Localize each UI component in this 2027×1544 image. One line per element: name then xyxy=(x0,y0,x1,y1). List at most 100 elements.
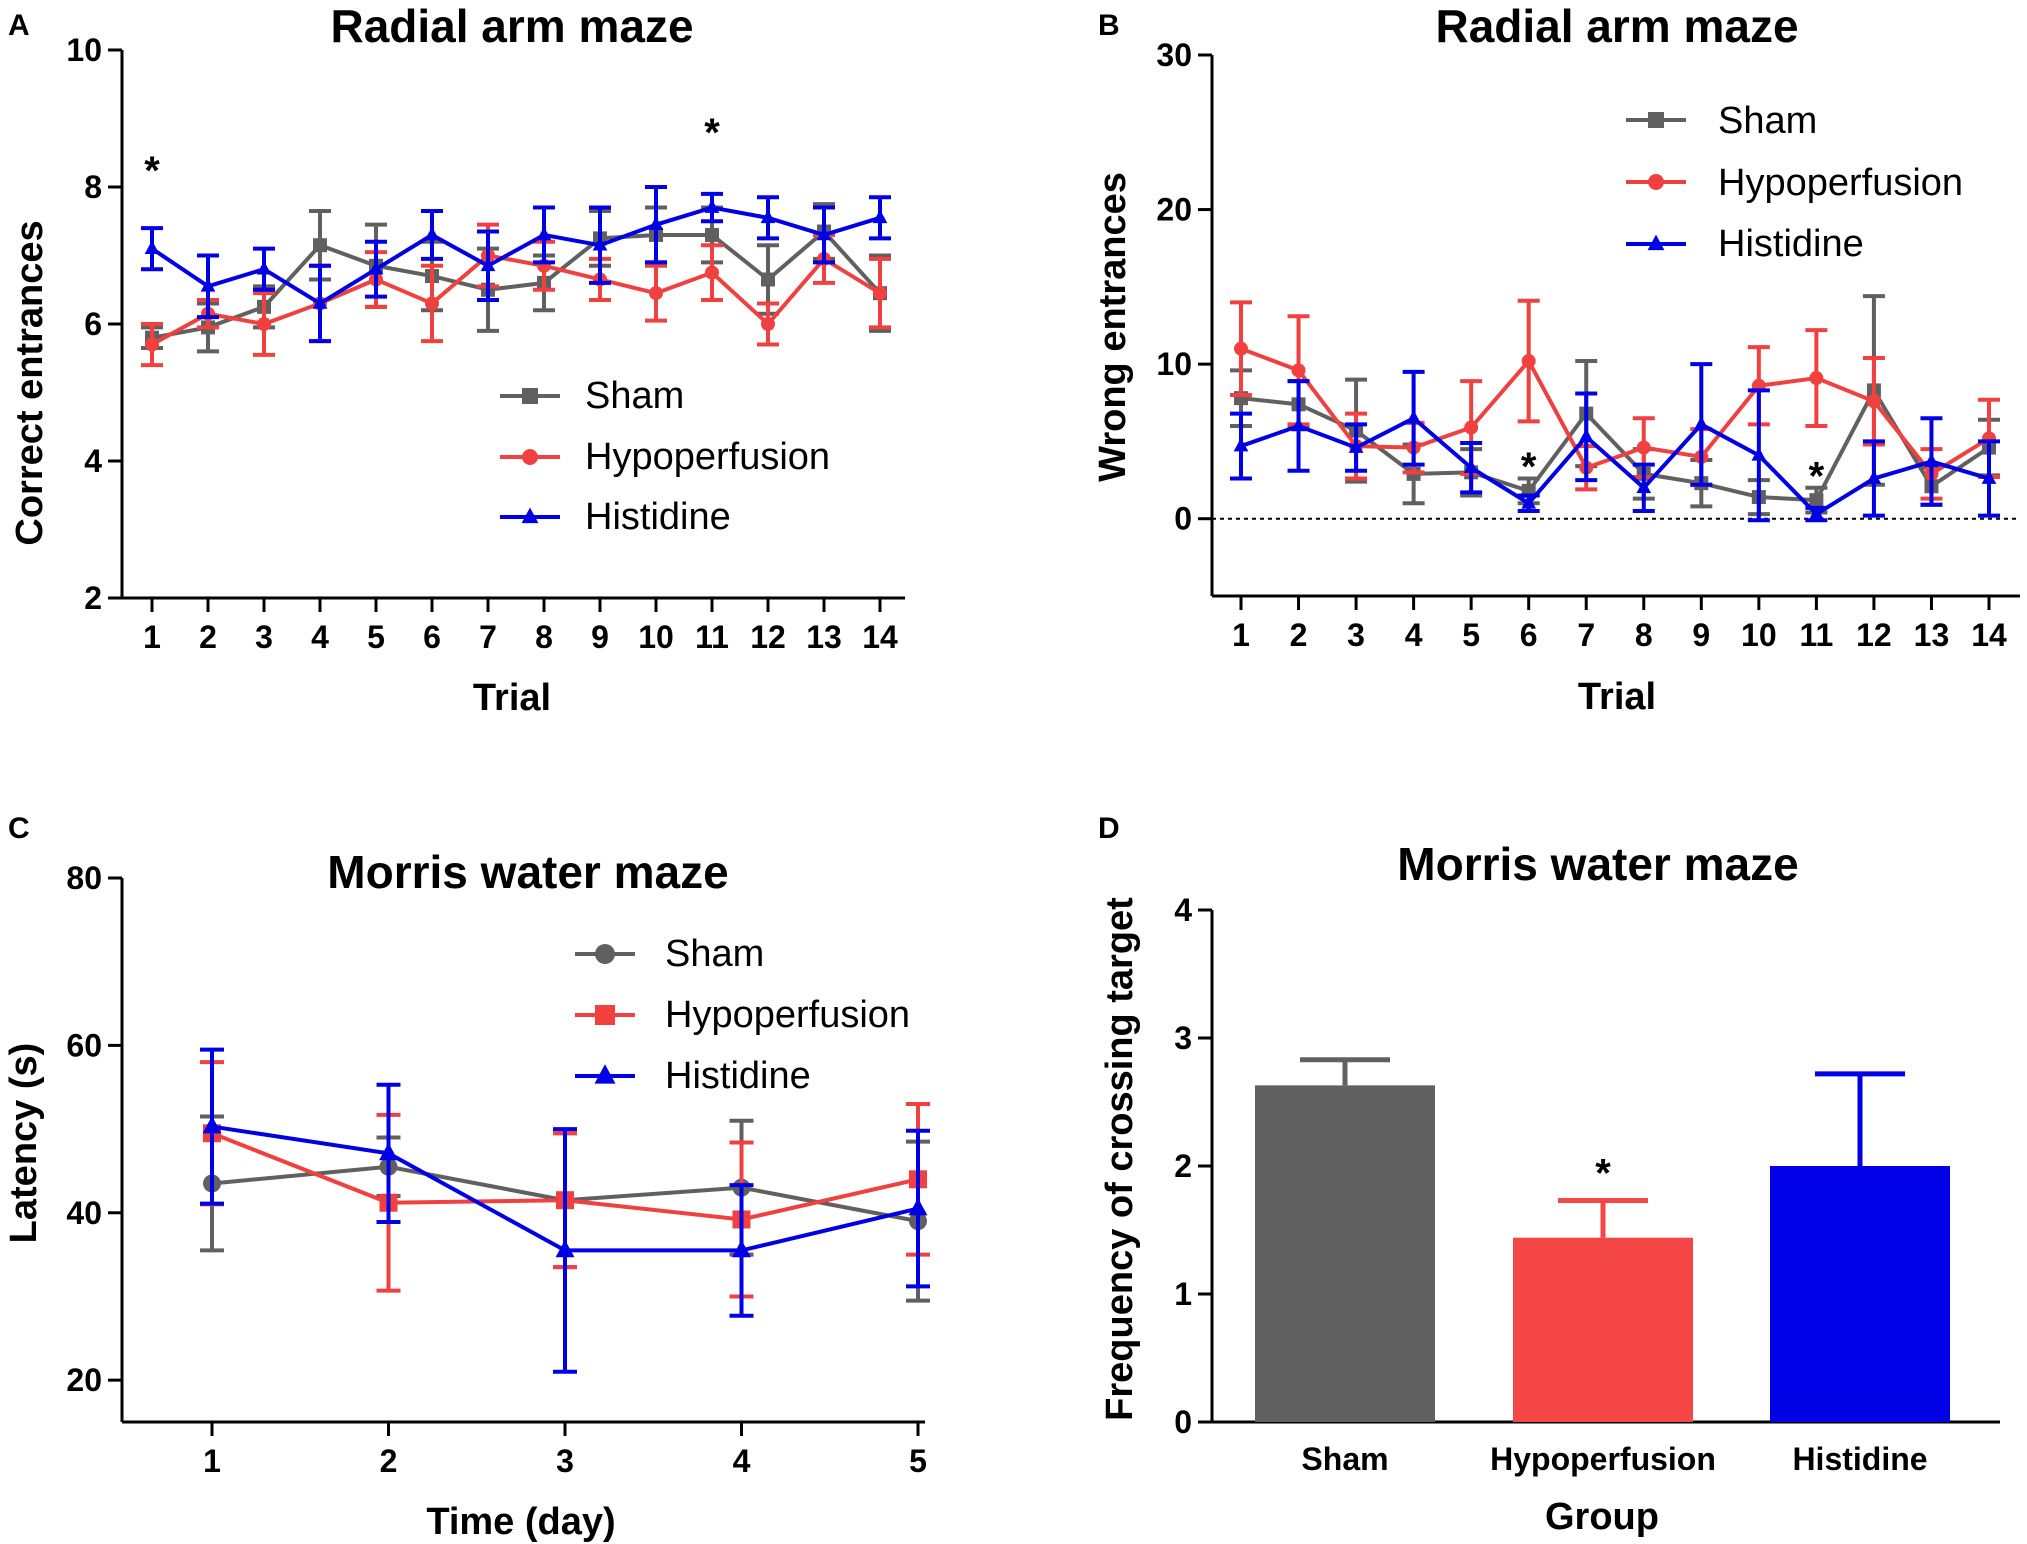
panel-c-letter: C xyxy=(8,812,30,845)
panel-d-ylabel: Frequency of crossing target xyxy=(1099,897,1141,1421)
panel-b-histidine-point xyxy=(1578,428,1594,443)
panel-b-x-tick-label: 9 xyxy=(1692,617,1710,653)
panel-b-histidine-point xyxy=(1693,416,1709,430)
panel-a-x-tick-label: 14 xyxy=(862,619,898,655)
panel-b-y-tick-label: 10 xyxy=(1156,346,1192,382)
panel-b-significance-star: * xyxy=(1809,454,1825,498)
panel-b-hypoperfusion-point xyxy=(1464,420,1479,435)
panel-a-hypoperfusion-point xyxy=(145,337,159,352)
panel-a-x-tick-label: 3 xyxy=(255,619,273,655)
panel-c-ylabel: Latency (s) xyxy=(3,1043,45,1244)
panel-a-x-tick-label: 1 xyxy=(143,619,161,655)
panel-d-bar-hypoperfusion xyxy=(1513,1237,1693,1422)
panel-a-histidine-point xyxy=(816,226,832,241)
panel-a-sham-line xyxy=(151,228,882,340)
panel-b-legend-hypoperfusion: Hypoperfusion xyxy=(1718,162,1963,204)
panel-c-legend-sham: Sham xyxy=(665,933,764,975)
panel-d-x-tick-label-hypoperfusion: Hypoperfusion xyxy=(1490,1441,1716,1477)
panel-b-histidine-point xyxy=(1233,437,1249,452)
panel-b-legend-marker-hypoperfusion xyxy=(1648,174,1664,190)
panel-c-title: Morris water maze xyxy=(327,846,728,898)
panel-a-histidine-point xyxy=(872,209,888,224)
panel-a-hypoperfusion-line xyxy=(151,253,882,347)
panel-b-histidine-point xyxy=(1291,417,1306,432)
panel-a-hypoperfusion-point xyxy=(649,286,663,301)
panel-d-title: Morris water maze xyxy=(1397,838,1798,890)
panel-c-histidine-point xyxy=(202,1115,222,1134)
panel-c-histidine-point xyxy=(732,1239,751,1258)
panel-b-legend-marker-histidine xyxy=(1647,234,1665,251)
panel-b-legend: Sham Hypoperfusion Histidine xyxy=(1626,100,1963,265)
panel-b-histidine-point xyxy=(1751,447,1767,461)
panel-b-legend-histidine: Histidine xyxy=(1718,223,1864,265)
panel-a-x-tick-label: 5 xyxy=(367,619,385,655)
panel-a-legend-marker-hypoperfusion xyxy=(522,449,538,465)
panel-b-x-tick-label: 4 xyxy=(1405,617,1423,653)
panel-a-x-tick-label: 4 xyxy=(311,619,329,655)
panel-b-hypoperfusion-point xyxy=(1291,363,1306,378)
panel-a-plot: ** xyxy=(141,111,891,368)
panel-b-ylabel: Wrong entrances xyxy=(1092,172,1134,482)
panel-a-hypoperfusion-point xyxy=(761,317,775,331)
panel-a-hypoperfusion-point xyxy=(257,317,271,331)
panel-a-y-tick-label: 2 xyxy=(84,580,102,616)
panel-b-histidine-point xyxy=(1406,409,1421,424)
panel-d-y-tick-label: 3 xyxy=(1174,1020,1192,1056)
panel-b-series-sham xyxy=(1230,294,2000,517)
panel-a-x-tick-label: 11 xyxy=(695,619,729,655)
panel-c-x-tick-label: 1 xyxy=(203,1443,221,1479)
panel-b-legend-marker-sham xyxy=(1648,112,1664,128)
panel-c-histidine-point xyxy=(379,1142,398,1161)
panel-b-x-tick-label: 10 xyxy=(1741,617,1777,653)
panel-a-legend-marker-sham xyxy=(522,388,538,404)
panel-b-hypoperfusion-point xyxy=(1866,394,1881,409)
panel-c-histidine-point xyxy=(555,1239,575,1258)
panel-a: A Radial arm maze Trial Correct entrance… xyxy=(8,0,905,719)
panel-b-x-tick-label: 11 xyxy=(1799,617,1833,653)
panel-a-legend-marker-histidine xyxy=(521,507,539,524)
panel-a-y-tick-label: 8 xyxy=(84,169,102,205)
panel-b-legend-sham: Sham xyxy=(1718,100,1817,142)
panel-b-x-tick-label: 3 xyxy=(1347,617,1365,653)
panel-b-x-tick-label: 8 xyxy=(1635,617,1653,653)
panel-a-histidine-point xyxy=(424,226,440,241)
panel-a-legend: Sham Hypoperfusion Histidine xyxy=(500,375,830,538)
panel-b-y-tick-label: 30 xyxy=(1156,37,1192,73)
panel-c-x-tick-label: 2 xyxy=(380,1443,398,1479)
panel-b-series-histidine xyxy=(1230,362,2000,523)
panel-b-title: Radial arm maze xyxy=(1435,0,1798,52)
panel-c-x-tick-label: 3 xyxy=(556,1443,574,1479)
panel-a-x-tick-label: 13 xyxy=(806,619,842,655)
panel-b-histidine-point xyxy=(1924,453,1939,467)
panel-a-sham-point xyxy=(761,272,775,287)
panel-d-bar-histidine xyxy=(1770,1166,1950,1422)
panel-b-xlabel: Trial xyxy=(1578,676,1656,718)
panel-b-letter: B xyxy=(1098,9,1120,42)
panel-a-letter: A xyxy=(8,9,30,42)
panel-b-hypoperfusion-point xyxy=(1809,371,1824,386)
panel-a-histidine-point xyxy=(760,209,776,224)
panel-a-histidine-point xyxy=(200,278,216,292)
panel-c-axes: 20 40 60 80 1 2 3 4 5 xyxy=(66,860,926,1479)
panel-b-x-tick-label: 12 xyxy=(1856,617,1892,653)
panel-a-legend-hypoperfusion: Hypoperfusion xyxy=(585,436,830,478)
panel-a-ylabel: Correct entrances xyxy=(9,220,51,545)
panel-b-histidine-point xyxy=(1981,470,1997,484)
panel-c-series-histidine xyxy=(200,1047,930,1374)
panel-b-x-tick-label: 13 xyxy=(1914,617,1950,653)
panel-d-plot: * xyxy=(1255,1057,1950,1422)
panel-b-histidine-line xyxy=(1240,415,1990,517)
panel-a-y-tick-label: 6 xyxy=(84,306,102,342)
panel-b-x-tick-label: 5 xyxy=(1462,617,1480,653)
panel-b-histidine-point xyxy=(1809,505,1824,520)
panel-d-y-tick-label: 0 xyxy=(1174,1404,1192,1440)
panel-b-plot: * * xyxy=(1230,294,2000,523)
panel-a-x-tick-label: 12 xyxy=(750,619,786,655)
panel-b-histidine-point xyxy=(1348,439,1364,453)
panel-c-legend-marker-hypoperfusion xyxy=(595,1005,615,1025)
panel-b-histidine-point xyxy=(1866,470,1882,484)
panel-c-y-tick-label: 20 xyxy=(66,1362,102,1398)
panel-b-histidine-point xyxy=(1521,495,1537,509)
